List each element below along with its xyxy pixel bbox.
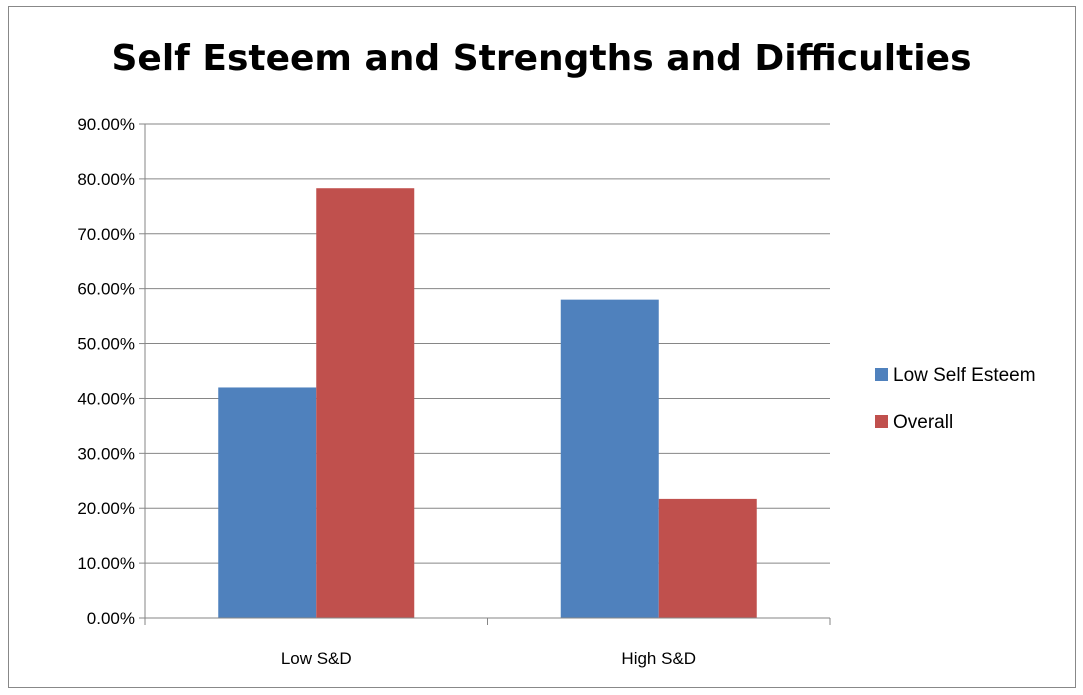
y-tick-label: 20.00%	[77, 499, 135, 518]
x-tick-label: Low S&D	[281, 649, 352, 668]
y-tick-label: 30.00%	[77, 444, 135, 463]
y-tick-label: 10.00%	[77, 554, 135, 573]
legend-swatch	[875, 368, 888, 381]
x-tick-label: High S&D	[621, 649, 696, 668]
y-tick-label: 40.00%	[77, 389, 135, 408]
y-tick-label: 60.00%	[77, 280, 135, 299]
legend-label: Low Self Esteem	[893, 365, 1036, 386]
legend-label: Overall	[893, 412, 953, 433]
chart-title: Self Esteem and Strengths and Difficulti…	[111, 38, 972, 79]
y-tick-label: 80.00%	[77, 170, 135, 189]
bar-low-self-esteem-1	[218, 387, 317, 618]
bar-overall-1	[316, 188, 415, 618]
chart-frame	[8, 6, 1076, 688]
bar-overall-2	[658, 498, 757, 618]
y-tick-label: 0.00%	[87, 609, 135, 628]
y-tick-label: 70.00%	[77, 225, 135, 244]
y-tick-label: 90.00%	[77, 115, 135, 134]
y-tick-label: 50.00%	[77, 335, 135, 354]
legend-swatch	[875, 415, 888, 428]
bar-low-self-esteem-2	[560, 299, 659, 618]
